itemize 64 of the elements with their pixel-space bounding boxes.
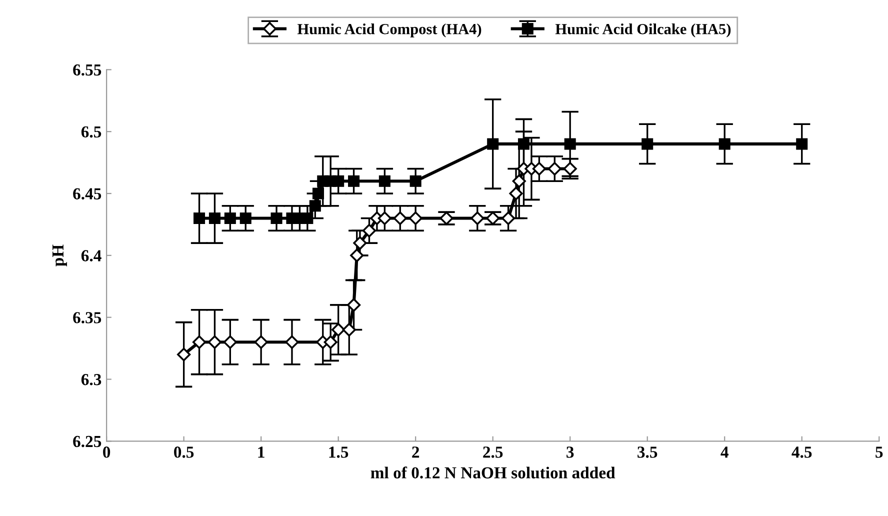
x-tick-label: 1 (258, 446, 264, 458)
point (642, 138, 654, 150)
point (285, 335, 299, 349)
point (718, 138, 730, 150)
point (309, 200, 321, 212)
point (509, 186, 523, 200)
point (332, 322, 346, 337)
point (324, 335, 338, 349)
x-tick-label: 5 (876, 446, 883, 458)
y-tick-label: 6.55 (73, 64, 102, 76)
x-axis-title: ml of 0.12 N NaOH solution added (370, 466, 616, 479)
point (470, 211, 484, 226)
point (378, 175, 390, 187)
x-tick-label: 2 (412, 446, 420, 458)
point (378, 211, 392, 226)
y-tick-label: 6.3 (81, 374, 102, 386)
point (312, 188, 324, 200)
legend-label: Humic Acid Oilcake (HA5) (555, 23, 731, 38)
point (208, 212, 220, 224)
point (177, 348, 191, 362)
point (254, 335, 268, 349)
x-tick-label: 4.5 (792, 446, 812, 458)
x-tick-label: 0 (103, 446, 110, 458)
x-tick-label: 3 (566, 446, 574, 458)
y-tick-label: 6.4 (81, 250, 102, 262)
y-axis-title: pH (52, 244, 67, 266)
point (346, 298, 361, 312)
y-tick-label: 6.25 (73, 436, 102, 448)
x-tick-label: 1.5 (329, 446, 348, 458)
point (192, 335, 206, 349)
x-tick-label: 3.5 (638, 446, 658, 458)
point (223, 335, 237, 349)
point (348, 175, 360, 187)
point (518, 138, 530, 150)
point (532, 162, 546, 176)
point (240, 212, 252, 224)
point (548, 162, 562, 176)
point (408, 211, 422, 226)
point (512, 174, 526, 188)
point (194, 212, 206, 224)
point (353, 236, 367, 250)
point (486, 211, 500, 226)
x-tick-label: 2.5 (483, 446, 503, 458)
y-tick-label: 6.45 (73, 188, 102, 200)
point (440, 211, 454, 226)
point (410, 175, 422, 187)
point (208, 335, 222, 349)
point (270, 212, 282, 224)
point (332, 175, 344, 187)
legend-label: Humic Acid Compost (HA4) (297, 23, 482, 38)
point (224, 212, 236, 224)
point (362, 224, 376, 238)
point (487, 138, 499, 150)
point (563, 162, 577, 176)
point (393, 211, 407, 226)
x-tick-label: 4 (720, 446, 728, 458)
point (350, 248, 364, 262)
point (501, 211, 516, 226)
y-tick-label: 6.5 (81, 126, 102, 138)
point (342, 322, 356, 337)
x-tick-label: 0.5 (174, 446, 194, 458)
point (796, 138, 808, 150)
point (564, 138, 576, 150)
y-tick-label: 6.35 (73, 312, 102, 324)
